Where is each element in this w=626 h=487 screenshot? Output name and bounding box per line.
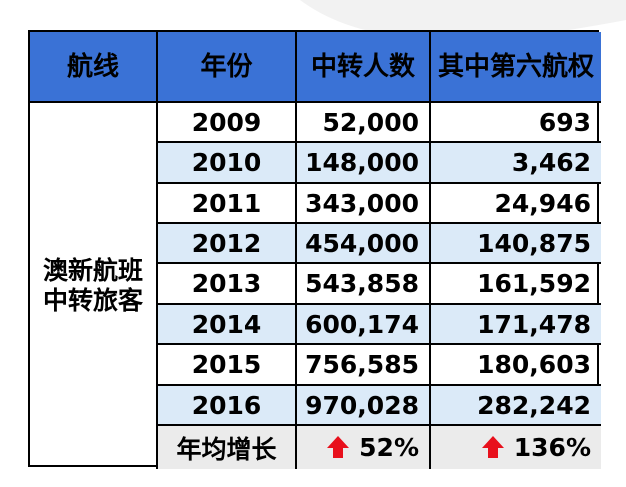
- annual-growth-label: 年均增长: [158, 426, 297, 469]
- year-cell: 2015: [158, 345, 297, 386]
- sixth-freedom-cell: 24,946: [431, 184, 601, 224]
- transfer-cell: 148,000: [297, 143, 431, 184]
- year-cell: 2016: [158, 386, 297, 426]
- transfer-cell: 600,174: [297, 305, 431, 345]
- transfer-cell: 543,858: [297, 264, 431, 305]
- year-cell: 2011: [158, 184, 297, 224]
- sixth-freedom-cell: 282,242: [431, 386, 601, 426]
- sixth-freedom-cell: 140,875: [431, 224, 601, 264]
- header-sixth-freedom: 其中第六航权: [431, 32, 601, 103]
- transfer-growth-value: 52%: [359, 433, 419, 462]
- red-up-arrow-icon: [327, 435, 350, 458]
- sixth-freedom-cell: 161,592: [431, 264, 601, 305]
- header-transfer-count: 中转人数: [297, 32, 431, 103]
- transfer-cell: 343,000: [297, 184, 431, 224]
- transfer-cell: 454,000: [297, 224, 431, 264]
- sixth-freedom-cell: 693: [431, 103, 601, 143]
- year-cell: 2009: [158, 103, 297, 143]
- sixth-freedom-growth-cell: 136%: [431, 426, 601, 469]
- transfer-cell: 970,028: [297, 386, 431, 426]
- header-year: 年份: [158, 32, 297, 103]
- sixth-freedom-cell: 171,478: [431, 305, 601, 345]
- year-cell: 2014: [158, 305, 297, 345]
- transfer-growth-cell: 52%: [297, 426, 431, 469]
- sixth-freedom-cell: 3,462: [431, 143, 601, 184]
- year-cell: 2013: [158, 264, 297, 305]
- route-label: 澳新航班中转旅客: [30, 103, 158, 469]
- header-route: 航线: [30, 32, 158, 103]
- year-cell: 2012: [158, 224, 297, 264]
- transfer-passenger-table: 航线 年份 中转人数 其中第六航权 澳新航班中转旅客 2009 52,000 6…: [28, 30, 601, 469]
- year-cell: 2010: [158, 143, 297, 184]
- sixth-freedom-growth-value: 136%: [513, 433, 591, 462]
- transfer-cell: 52,000: [297, 103, 431, 143]
- transfer-cell: 756,585: [297, 345, 431, 386]
- sixth-freedom-cell: 180,603: [431, 345, 601, 386]
- red-up-arrow-icon: [481, 435, 504, 458]
